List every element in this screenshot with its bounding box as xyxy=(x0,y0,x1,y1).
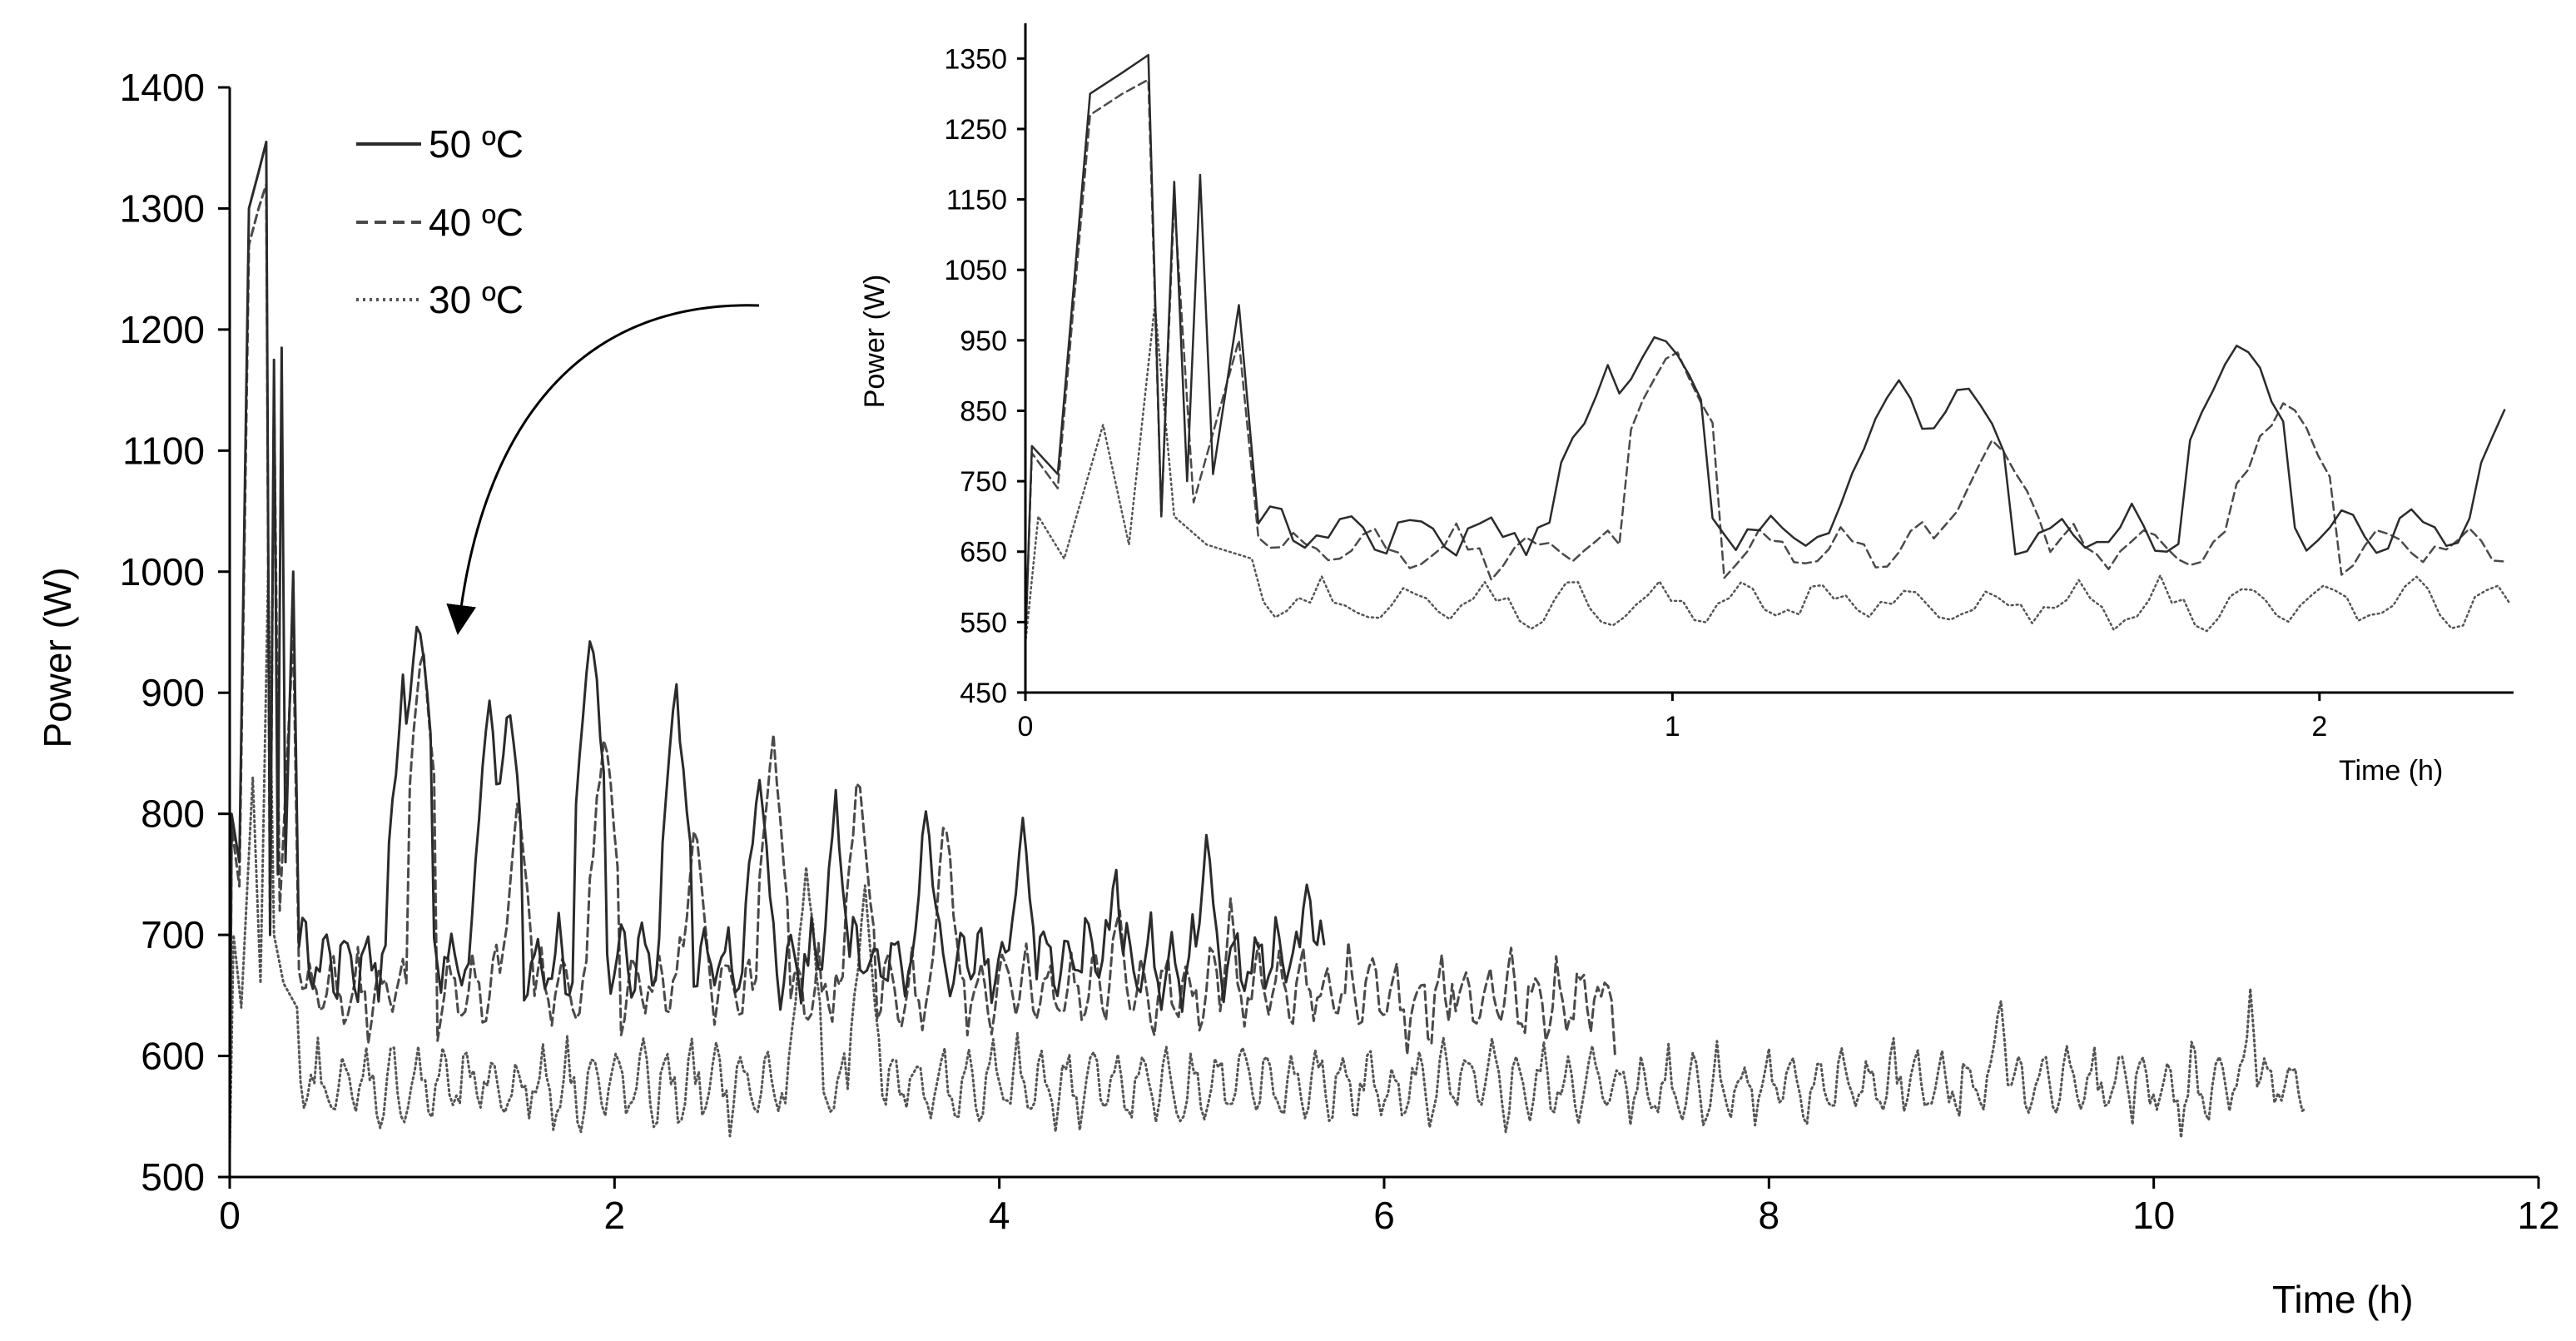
inset-y-tick-label: 1350 xyxy=(944,43,1007,75)
inset-x-tick-label: 1 xyxy=(1665,711,1680,743)
main-y-tick-label: 500 xyxy=(141,1155,205,1199)
main-series-line xyxy=(228,570,2307,1155)
legend-label-50: 50 ºC xyxy=(429,122,524,166)
inset-x-tick-label: 0 xyxy=(1018,711,1034,743)
inset-y-axis-title: Power (W) xyxy=(859,275,891,409)
main-x-tick-label: 8 xyxy=(1759,1194,1780,1237)
legend-label-40: 40 ºC xyxy=(429,201,524,244)
main-series-line xyxy=(228,182,1616,1155)
legend: 50 ºC 40 ºC 30 ºC xyxy=(356,122,524,321)
main-x-ticks: 0 2 4 6 8 10 12 xyxy=(219,1177,2560,1237)
inset-x-axis-title: Time (h) xyxy=(2339,755,2443,787)
main-y-ticks: 500 600 700 800 900 1000 1100 1200 1300 1400 xyxy=(120,66,230,1199)
inset-y-tick-label: 750 xyxy=(960,466,1007,498)
main-x-axis-title: Time (h) xyxy=(2272,1278,2414,1321)
legend-label-30: 30 ºC xyxy=(429,278,524,321)
main-series-line xyxy=(228,141,1326,1155)
inset-y-tick-label: 650 xyxy=(960,537,1007,569)
inset-y-tick-label: 1250 xyxy=(944,114,1007,146)
inset-y-tick-label: 1050 xyxy=(944,255,1007,286)
main-x-tick-label: 12 xyxy=(2517,1194,2559,1237)
main-x-tick-label: 2 xyxy=(604,1194,626,1237)
main-y-tick-label: 900 xyxy=(141,671,205,714)
main-y-tick-label: 800 xyxy=(141,792,205,836)
inset-series-line xyxy=(1024,53,2506,645)
inset-y-tick-label: 1150 xyxy=(946,185,1007,216)
main-y-tick-label: 700 xyxy=(141,913,205,956)
main-x-tick-label: 0 xyxy=(219,1194,241,1237)
inset-x-tick-label: 2 xyxy=(2311,711,2327,743)
inset-y-tick-label: 550 xyxy=(960,607,1007,638)
main-series-group xyxy=(228,141,2307,1155)
inset-chart: 450 550 650 750 850 950 1050 1150 1250 1350 0 1 2 T… xyxy=(859,23,2515,787)
inset-x-ticks: 0 1 2 xyxy=(1018,693,2327,743)
main-y-tick-label: 1100 xyxy=(122,429,205,472)
main-y-tick-label: 1000 xyxy=(120,550,205,594)
main-x-tick-label: 4 xyxy=(989,1194,1010,1237)
main-y-tick-label: 1300 xyxy=(120,186,205,230)
inset-series-group xyxy=(1024,53,2511,645)
inset-y-tick-label: 450 xyxy=(960,678,1007,709)
inset-y-tick-label: 850 xyxy=(960,395,1007,427)
inset-background xyxy=(1025,23,2515,694)
inset-series-line xyxy=(1024,304,2511,645)
main-y-tick-label: 1200 xyxy=(120,308,205,351)
main-y-axis-title: Power (W) xyxy=(36,567,79,747)
main-y-tick-label: 1400 xyxy=(120,66,205,109)
main-x-tick-label: 6 xyxy=(1373,1194,1395,1237)
main-y-tick-label: 600 xyxy=(141,1035,205,1078)
main-x-tick-label: 10 xyxy=(2132,1194,2175,1237)
annotation-arrow xyxy=(446,304,760,635)
inset-y-tick-label: 950 xyxy=(960,325,1007,357)
inset-y-ticks: 450 550 650 750 850 950 1050 1150 1250 1350 xyxy=(944,43,1025,709)
inset-series-line xyxy=(1024,78,2506,645)
